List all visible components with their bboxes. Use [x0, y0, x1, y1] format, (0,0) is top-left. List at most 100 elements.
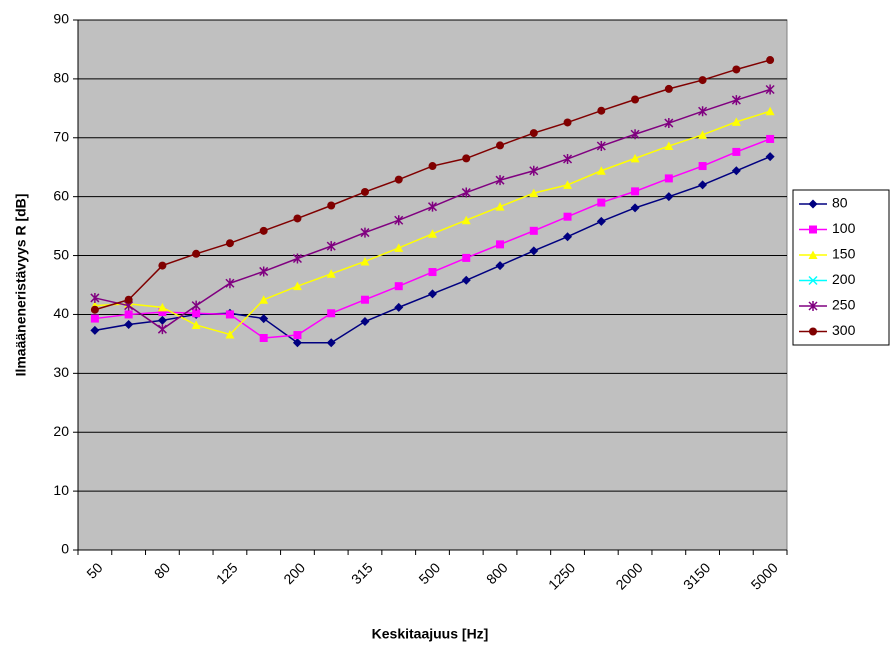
marker — [293, 331, 302, 340]
x-tick-label: 200 — [280, 559, 308, 587]
y-tick-label: 20 — [53, 423, 69, 439]
y-tick-label: 0 — [61, 541, 69, 557]
marker — [664, 174, 673, 183]
marker — [808, 250, 818, 259]
y-tick-label: 70 — [53, 128, 69, 144]
marker — [394, 302, 404, 312]
marker — [731, 95, 741, 106]
legend-label: 80 — [832, 195, 848, 211]
marker — [191, 300, 201, 311]
y-tick-label: 30 — [53, 364, 69, 380]
legend-label: 300 — [832, 322, 856, 338]
marker — [326, 269, 336, 278]
marker — [225, 239, 234, 248]
x-tick-label: 315 — [348, 559, 376, 587]
y-tick-label: 90 — [53, 11, 69, 27]
marker — [157, 315, 167, 325]
marker — [563, 153, 573, 164]
marker — [259, 266, 269, 277]
marker — [124, 310, 133, 319]
marker — [631, 187, 640, 196]
legend-label: 150 — [832, 246, 856, 262]
marker — [809, 225, 817, 234]
marker — [461, 215, 471, 225]
marker — [529, 165, 539, 176]
marker — [462, 253, 471, 262]
marker — [360, 187, 369, 196]
marker — [327, 201, 336, 210]
marker — [766, 56, 775, 65]
marker — [808, 199, 818, 209]
marker — [495, 261, 505, 271]
marker — [360, 317, 370, 327]
marker — [698, 106, 708, 117]
marker — [630, 153, 640, 163]
marker — [698, 180, 708, 190]
marker — [225, 278, 235, 289]
y-tick-label: 50 — [53, 246, 69, 262]
marker — [360, 295, 369, 304]
marker — [292, 338, 302, 348]
marker — [259, 226, 268, 235]
marker — [732, 147, 741, 156]
marker — [495, 202, 505, 211]
marker — [698, 162, 707, 171]
marker — [731, 166, 741, 176]
marker — [529, 246, 539, 256]
marker — [90, 314, 99, 323]
marker — [157, 302, 167, 312]
x-tick-label: 2000 — [612, 559, 645, 592]
marker — [596, 166, 606, 175]
marker — [427, 201, 438, 212]
y-tick-label: 40 — [53, 305, 69, 321]
marker — [664, 192, 674, 202]
marker — [259, 295, 269, 304]
marker — [360, 227, 370, 238]
marker — [293, 214, 302, 223]
marker — [192, 309, 201, 318]
marker — [461, 275, 471, 285]
marker — [664, 141, 674, 151]
marker — [731, 117, 741, 126]
marker — [596, 216, 606, 226]
marker — [462, 154, 471, 163]
x-tick-label: 50 — [83, 559, 105, 581]
y-axis-title: Ilmaääneneristävyys R [dB] — [13, 194, 29, 377]
marker — [808, 301, 818, 311]
marker — [495, 175, 505, 186]
marker — [597, 198, 606, 207]
marker — [124, 319, 134, 329]
marker — [428, 162, 437, 171]
marker — [698, 76, 707, 85]
marker — [630, 129, 640, 140]
y-tick-label: 10 — [53, 482, 69, 498]
marker — [808, 275, 818, 286]
marker — [630, 203, 640, 213]
x-axis-title: Keskitaajuus [Hz] — [372, 626, 489, 642]
marker — [225, 310, 234, 319]
marker — [259, 334, 268, 342]
marker — [529, 188, 539, 198]
marker — [327, 309, 336, 318]
marker — [496, 240, 505, 249]
marker — [664, 118, 674, 129]
marker — [158, 308, 167, 317]
marker — [259, 314, 269, 324]
marker — [461, 187, 471, 198]
marker — [766, 134, 775, 143]
marker — [191, 320, 201, 330]
legend-label: 100 — [832, 220, 856, 236]
marker — [90, 292, 100, 303]
marker — [698, 130, 708, 139]
marker — [563, 212, 572, 221]
marker — [428, 289, 437, 299]
marker — [124, 295, 133, 304]
y-tick-label: 60 — [53, 187, 69, 203]
x-tick-label: 125 — [213, 559, 241, 587]
marker — [158, 261, 167, 270]
marker — [157, 324, 167, 335]
y-tick-label: 80 — [53, 70, 69, 86]
marker — [529, 129, 538, 138]
x-tick-label: 800 — [483, 559, 511, 587]
